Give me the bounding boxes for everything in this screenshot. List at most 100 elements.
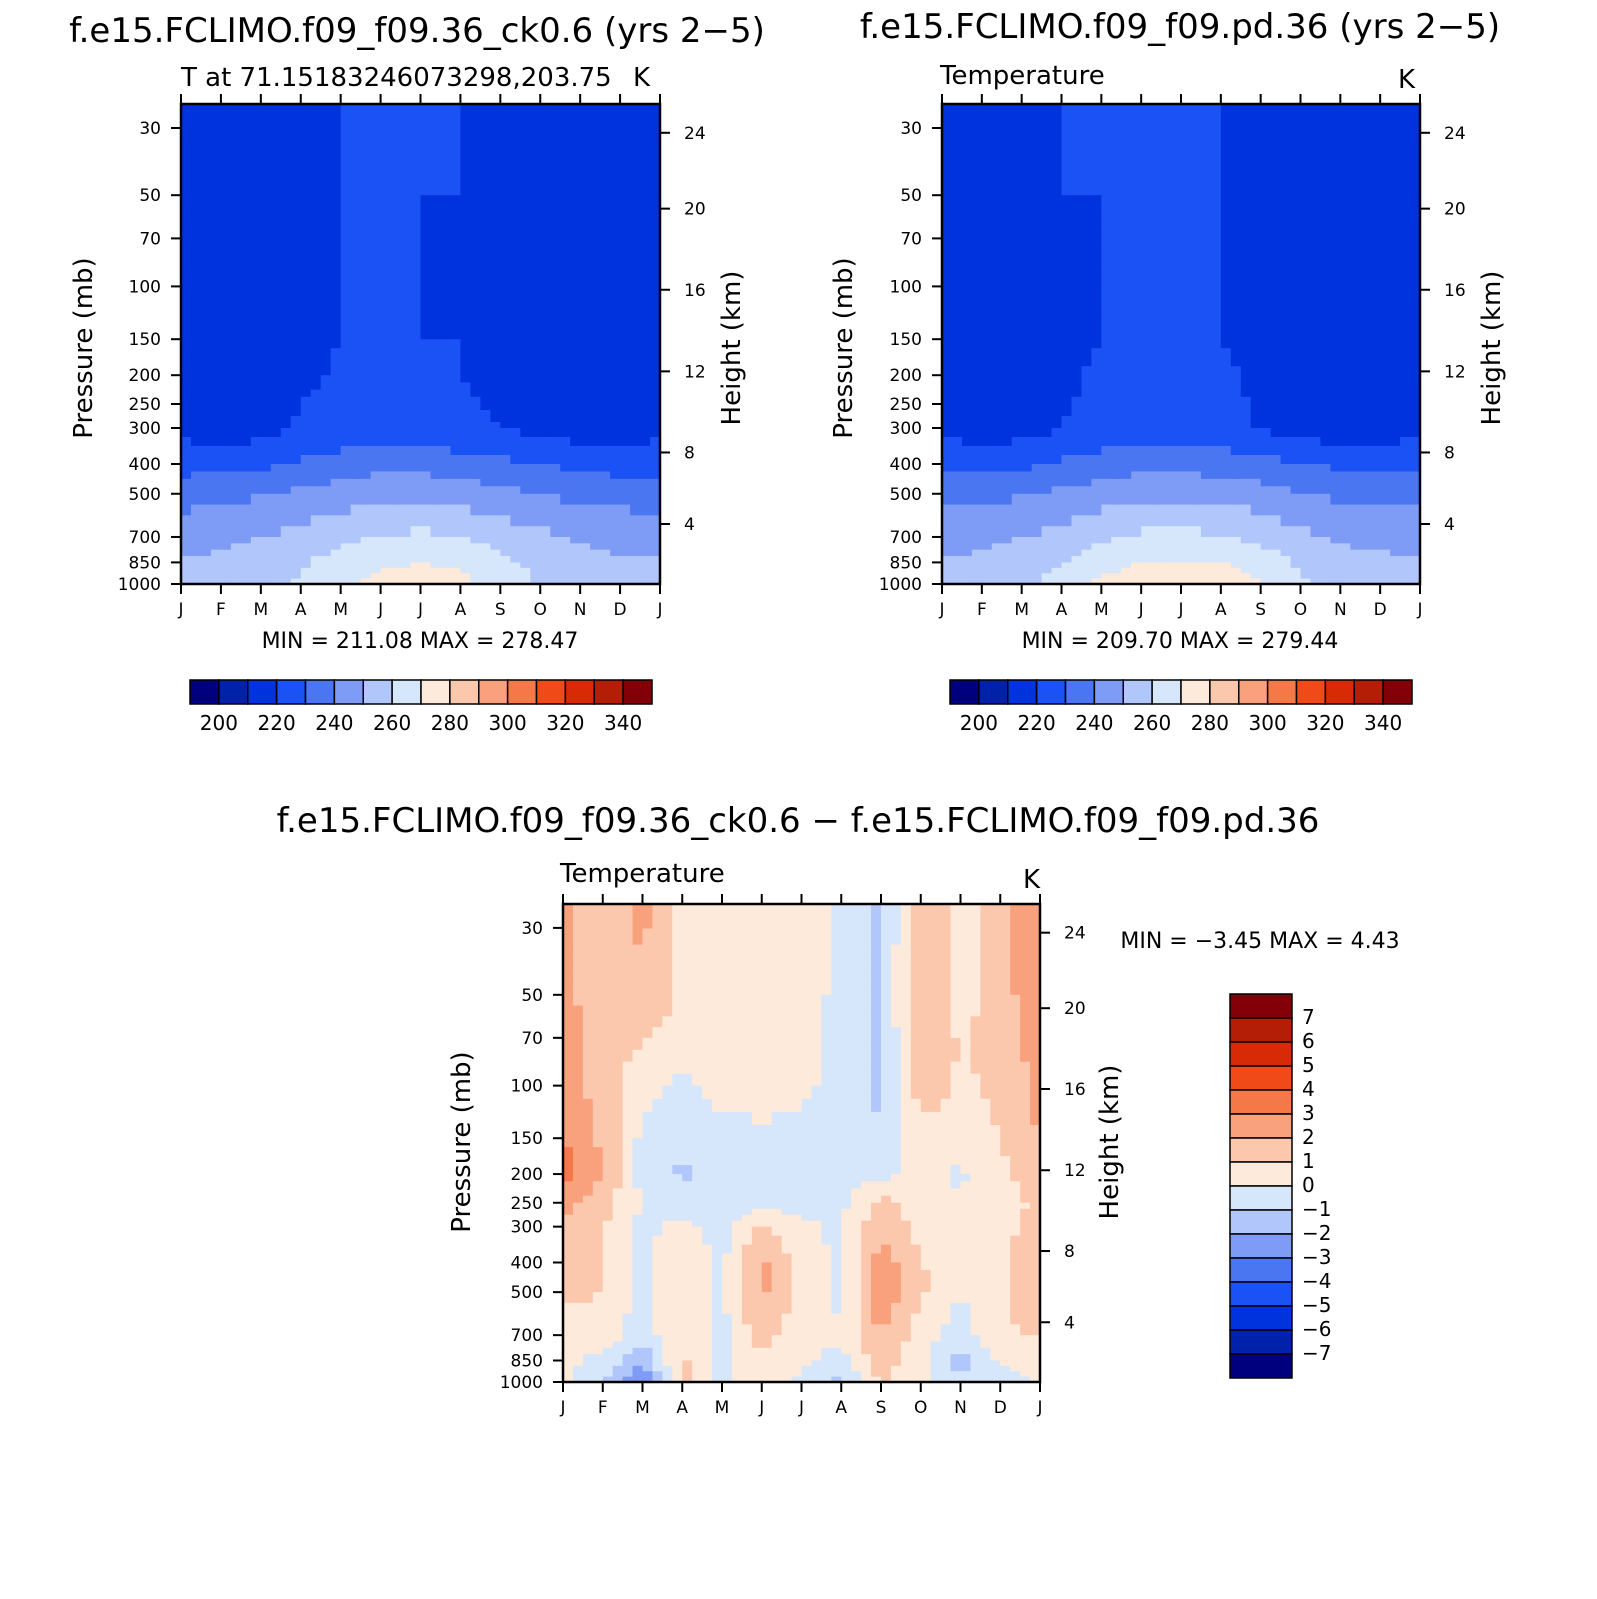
contour-cell xyxy=(330,274,342,287)
contour-cell xyxy=(1141,556,1152,563)
contour-cell xyxy=(300,375,312,383)
contour-cell xyxy=(290,366,302,376)
contour-cell xyxy=(370,446,382,456)
contour-cell xyxy=(610,493,621,506)
contour-cell xyxy=(450,250,462,263)
contour-cell xyxy=(540,357,551,367)
contour-cell xyxy=(1011,410,1023,417)
contour-cell xyxy=(1131,206,1142,218)
contour-cell xyxy=(1190,536,1202,544)
contour-cell xyxy=(181,339,192,349)
contour-cell xyxy=(370,178,382,196)
contour-cell xyxy=(1181,410,1192,417)
contour-cell xyxy=(951,471,963,480)
contour-cell xyxy=(470,437,481,447)
contour-cell xyxy=(1250,389,1262,398)
contour-cell xyxy=(1340,549,1351,557)
contour-cell xyxy=(620,562,631,569)
contour-cell xyxy=(181,578,192,585)
contour-cell xyxy=(630,396,641,405)
contour-cell xyxy=(590,250,601,263)
contour-cell xyxy=(200,493,212,506)
contour-cell xyxy=(1260,178,1272,196)
contour-cell xyxy=(610,404,621,411)
contour-cell xyxy=(1081,348,1092,358)
contour-cell xyxy=(1230,366,1242,376)
contour-cell xyxy=(390,549,402,557)
contour-cell xyxy=(630,286,641,301)
contour-cell xyxy=(1230,104,1242,129)
contour-cell xyxy=(1101,357,1112,367)
contour-cell xyxy=(1320,446,1331,456)
contour-plot: J F M A M J J A S O N D J305070100150200250300400500… xyxy=(879,94,1466,620)
contour-cell xyxy=(1131,567,1142,574)
contour-cell xyxy=(440,464,452,473)
contour-cell xyxy=(600,161,611,179)
contour-cell xyxy=(580,416,591,423)
contour-cell xyxy=(1161,286,1172,301)
contour-cell xyxy=(1280,562,1292,569)
contour-cell xyxy=(480,144,491,163)
contour-cell xyxy=(640,161,651,179)
contour-cell xyxy=(350,312,362,327)
contour-cell xyxy=(320,206,332,218)
contour-cell xyxy=(450,286,462,301)
contour-cell xyxy=(290,578,302,585)
contour-cell xyxy=(370,515,382,527)
contour-cell xyxy=(640,428,651,438)
contour-cell xyxy=(210,348,222,358)
contour-cell xyxy=(1071,556,1083,563)
contour-cell xyxy=(1270,262,1282,275)
contour-cell xyxy=(570,422,581,429)
contour-cell xyxy=(632,927,644,946)
contour-cell xyxy=(961,144,973,163)
contour-cell xyxy=(1031,567,1043,574)
contour-cell xyxy=(520,578,531,585)
contour-cell xyxy=(1131,382,1142,391)
contour-cell xyxy=(1171,382,1182,391)
contour-cell xyxy=(490,286,501,301)
contour-cell xyxy=(490,357,501,367)
contour-cell xyxy=(1091,471,1102,480)
contour-cell xyxy=(1410,326,1421,340)
contour-cell xyxy=(300,556,312,563)
contour-cell xyxy=(181,493,192,506)
contour-cell xyxy=(430,455,442,465)
contour-cell xyxy=(1400,493,1411,506)
contour-cell xyxy=(290,478,302,487)
contour-cell xyxy=(640,549,651,557)
contour-cell xyxy=(1220,504,1232,516)
contour-cell xyxy=(1270,404,1282,411)
contour-cell xyxy=(1131,578,1142,585)
contour-cell xyxy=(1031,543,1043,551)
contour-cell xyxy=(420,486,432,495)
contour-cell xyxy=(510,536,521,544)
contour-cell xyxy=(600,455,611,465)
contour-cell xyxy=(630,536,641,544)
contour-cell xyxy=(951,238,963,251)
contour-cell xyxy=(410,578,422,585)
contour-cell xyxy=(1380,227,1391,239)
contour-cell xyxy=(320,562,332,569)
contour-cell xyxy=(1280,262,1292,275)
contour-cell xyxy=(1280,437,1292,447)
contour-cell xyxy=(1380,562,1391,569)
contour-cell xyxy=(530,339,541,349)
contour-cell xyxy=(420,404,432,411)
contour-cell xyxy=(490,567,501,574)
contour-cell xyxy=(1350,326,1361,340)
contour-cell xyxy=(580,144,591,163)
contour-cell xyxy=(1250,299,1262,314)
contour-cell xyxy=(200,104,212,129)
contour-cell xyxy=(1290,515,1302,527)
contour-cell xyxy=(580,250,591,263)
contour-cell xyxy=(1190,227,1202,239)
contour-cell xyxy=(520,286,531,301)
contour-cell xyxy=(230,526,242,538)
contour-cell xyxy=(971,250,983,263)
contour-cell xyxy=(1190,455,1202,465)
contour-cell xyxy=(220,446,232,456)
contour-cell xyxy=(600,104,611,129)
contour-cell xyxy=(640,238,651,251)
contour-cell xyxy=(1021,556,1033,563)
